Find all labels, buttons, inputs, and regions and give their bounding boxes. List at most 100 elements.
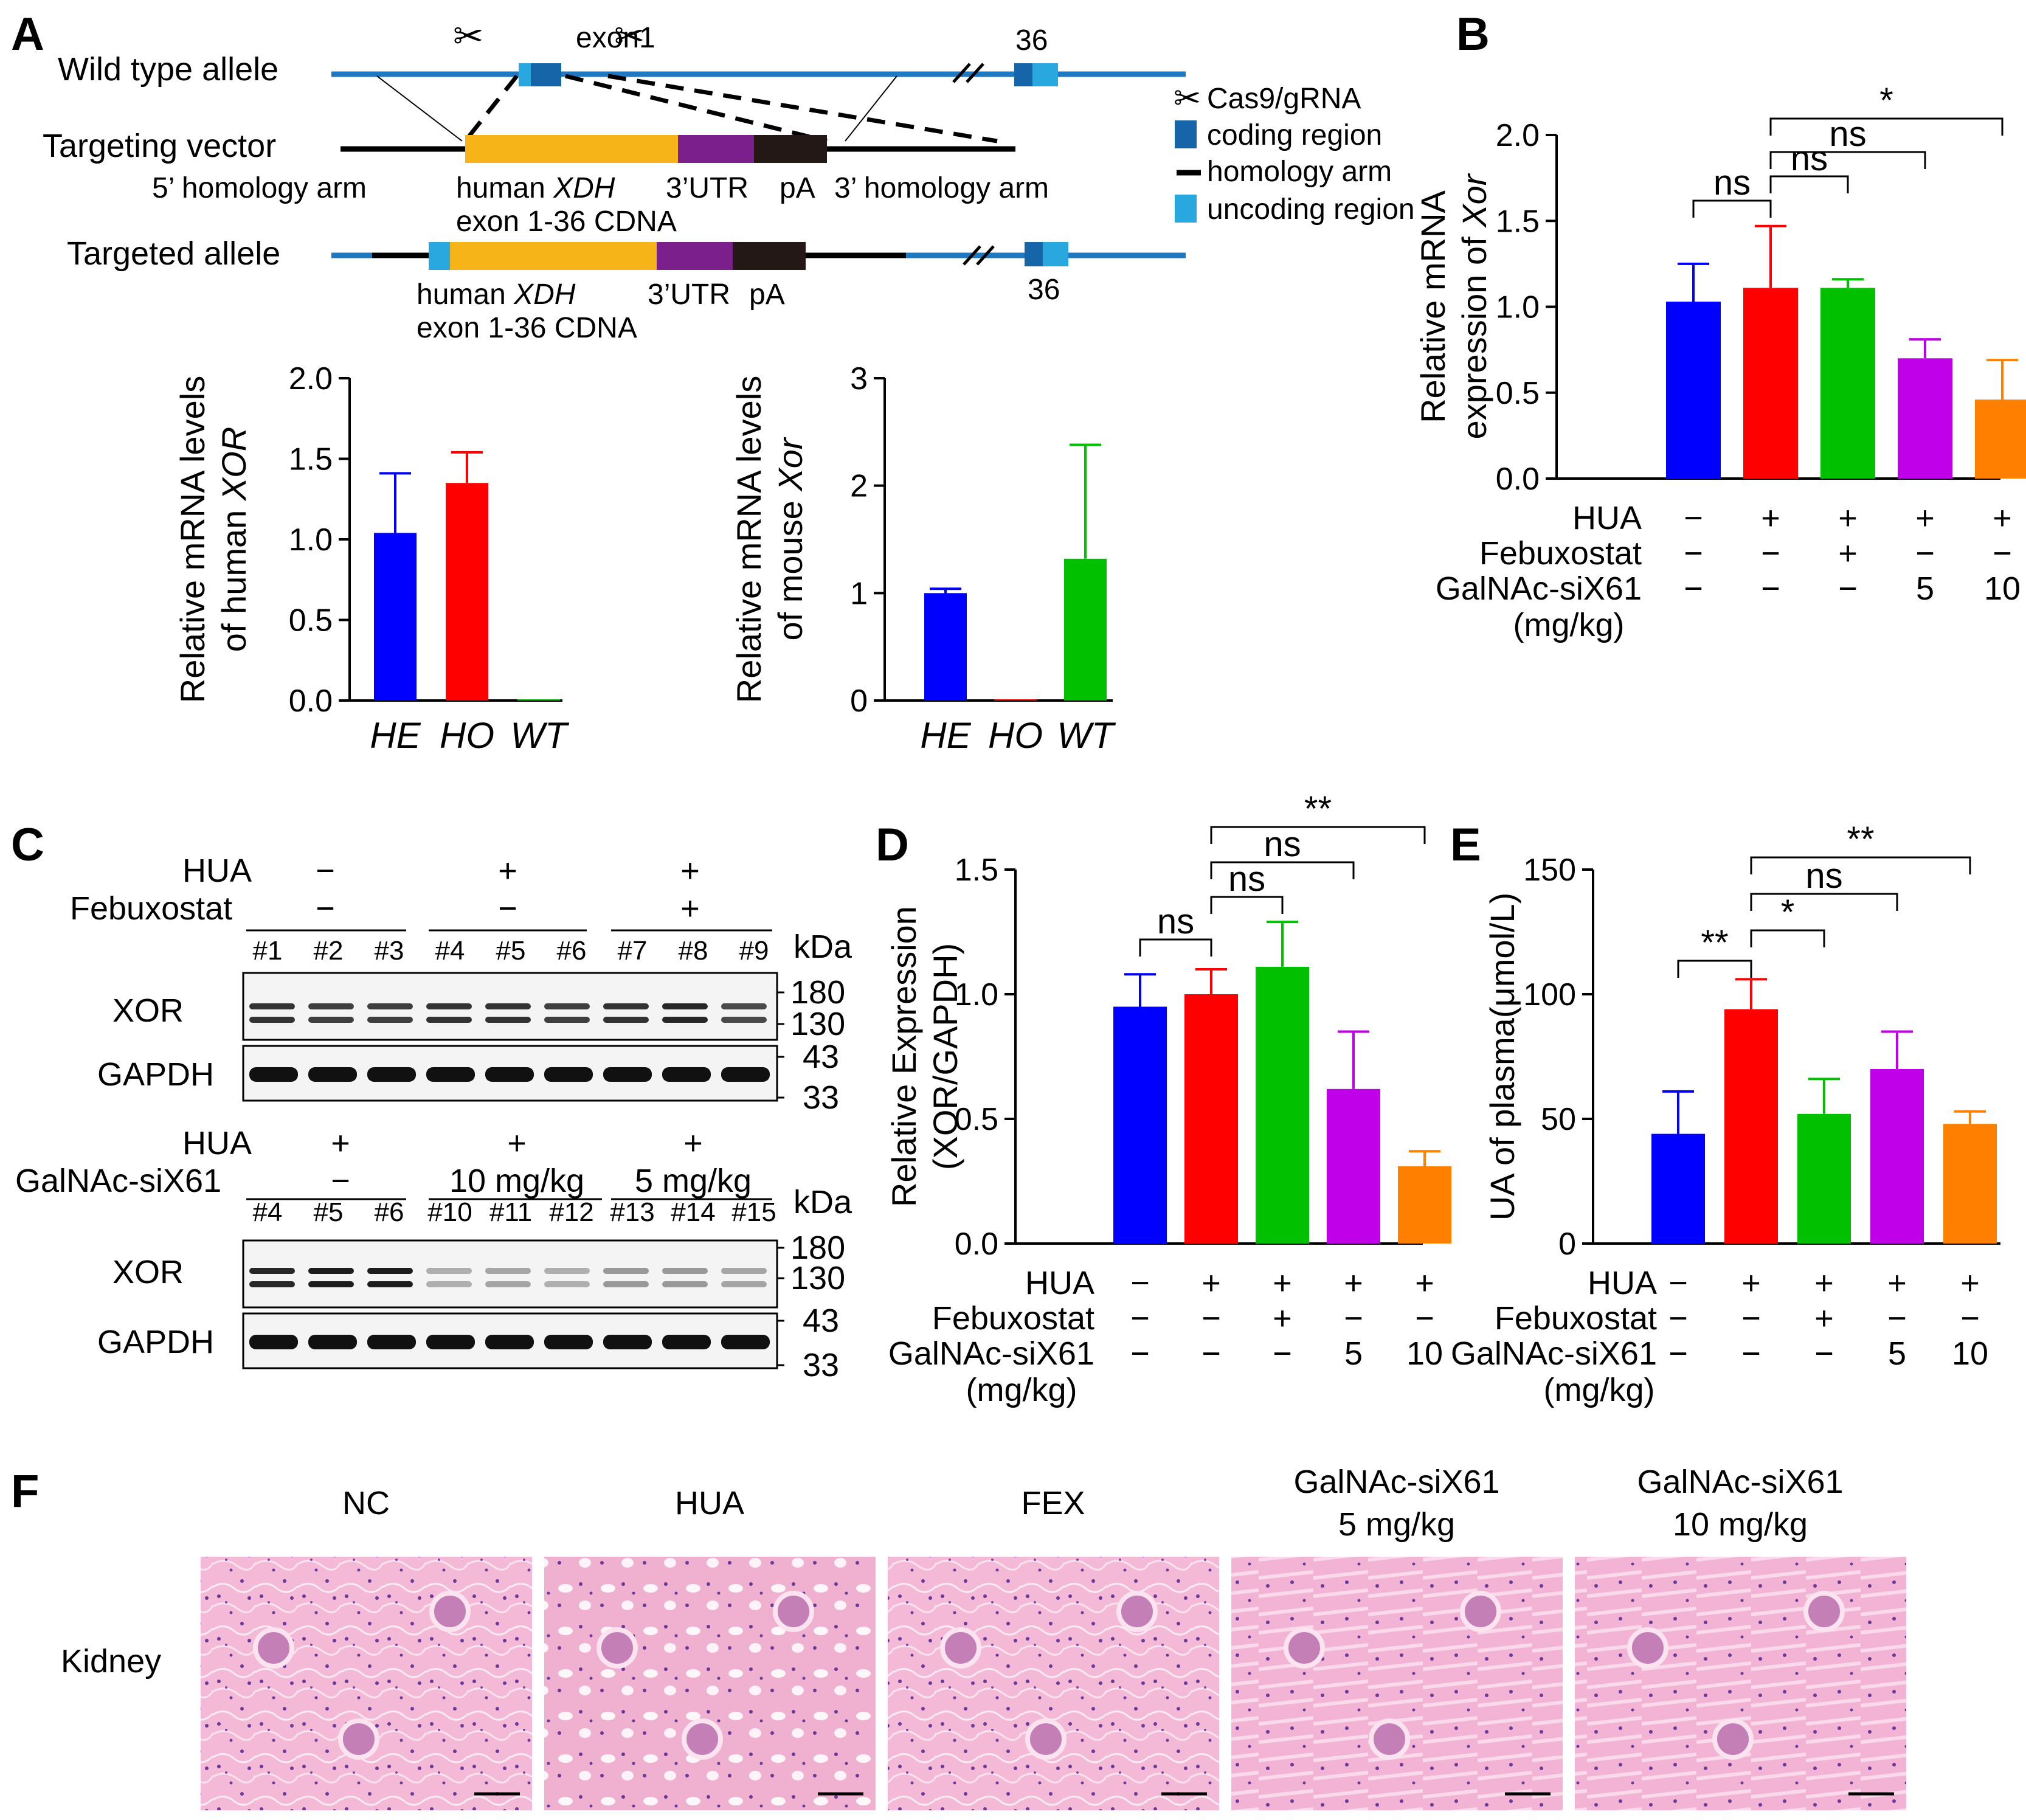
gapdh-band	[485, 1335, 534, 1349]
blot1-hua-label: HUA	[182, 853, 252, 889]
bar	[1064, 558, 1107, 701]
lane-label: #12	[549, 1197, 593, 1227]
y-tick-label: 0	[850, 683, 868, 719]
panel-letter-f: F	[11, 1465, 39, 1517]
blot1-hua-val: −	[316, 853, 335, 889]
legend-coding: coding region	[1207, 119, 1382, 151]
kidney-row-label: Kidney	[61, 1643, 161, 1680]
blot1-m43: 43	[803, 1039, 839, 1075]
bar	[517, 699, 560, 701]
significance-label: *	[1879, 81, 1893, 120]
xor-band	[544, 1281, 590, 1287]
treatment-row-label: Febuxostat	[1495, 1300, 1657, 1337]
gapdh-band	[249, 1067, 298, 1082]
blot1-m33: 33	[803, 1079, 839, 1116]
treatment-value: −	[1201, 1300, 1221, 1337]
treatment-row-label: HUA	[1572, 500, 1642, 536]
xor-band	[485, 1017, 531, 1023]
y-tick-label: 1	[850, 576, 868, 611]
panel-letter-c: C	[11, 819, 44, 871]
treatment-value: −	[1130, 1265, 1150, 1301]
gapdh-band	[721, 1335, 770, 1349]
panel-a-diagram: A Wild type allele exon1 36 ✂ ✂ Targetin…	[11, 9, 1415, 344]
treatment-value: −	[1684, 535, 1703, 572]
blot1-xor-label: XOR	[112, 992, 184, 1029]
y-tick-label: 0.0	[955, 1227, 998, 1262]
x-category-label: HE	[370, 715, 421, 756]
x-category-label: HO	[440, 715, 494, 756]
legend-uncoding: uncoding region	[1207, 193, 1415, 226]
x-category-label: HO	[988, 715, 1043, 756]
treatment-value: −	[1814, 1335, 1834, 1372]
significance-bracket	[1769, 117, 2004, 136]
kidney-section-image	[544, 1557, 876, 1810]
xor-band	[485, 1268, 531, 1274]
treatment-value: +	[1993, 500, 2012, 536]
glomerulus	[682, 1718, 723, 1760]
lane-label: #6	[557, 936, 587, 966]
x-category-label: WT	[1057, 715, 1116, 756]
gapdh-band	[308, 1335, 357, 1349]
gapdh-band	[603, 1335, 652, 1349]
blot1-feb-val: −	[498, 890, 517, 927]
blot2-m180: 180	[790, 1230, 845, 1266]
xor-band	[367, 1017, 413, 1023]
bar	[1797, 1113, 1851, 1244]
bar	[924, 593, 967, 701]
treatment-value: −	[1684, 500, 1703, 536]
glomerulus	[1712, 1718, 1754, 1760]
y-tick-label: 1.0	[1496, 290, 1540, 325]
significance-bracket	[1210, 826, 1426, 844]
y-tick-label: 150	[1523, 853, 1576, 888]
significance-label: ns	[1829, 114, 1866, 154]
bar	[1327, 1088, 1380, 1244]
gapdh-band	[544, 1335, 593, 1349]
treatment-value: +	[1201, 1265, 1221, 1301]
kidney-section-image	[201, 1557, 532, 1810]
blot2-m33: 33	[803, 1347, 839, 1383]
blot1-m180: 180	[790, 974, 845, 1011]
cdna-targeted-label: exon 1-36 CDNA	[417, 312, 637, 344]
panel-letter-a: A	[11, 9, 44, 60]
targeted-allele-label: Targeted allele	[67, 235, 280, 272]
bar	[1743, 288, 1798, 479]
xor-band	[603, 1017, 649, 1023]
significance-label: ns	[1791, 139, 1828, 178]
xor-band	[249, 1017, 295, 1023]
dose-unit: (mg/kg)	[966, 1372, 1077, 1408]
glomerulus	[1369, 1718, 1410, 1760]
glomerulus	[1025, 1718, 1067, 1760]
bar	[446, 483, 488, 701]
y-tick-label: 0.5	[955, 1102, 998, 1137]
y-tick-label: 1.5	[955, 853, 998, 888]
xor-band	[249, 1281, 295, 1287]
dose-unit: (mg/kg)	[1513, 607, 1624, 643]
y-tick-label: 0.5	[1496, 376, 1540, 411]
gapdh-band	[544, 1067, 593, 1082]
histology-header: HUA	[675, 1485, 744, 1521]
homology3-label: 3’ homology arm	[834, 172, 1049, 204]
dose-unit: (mg/kg)	[1543, 1372, 1654, 1408]
treatment-row-label: HUA	[1025, 1265, 1094, 1301]
xor-band	[426, 1003, 472, 1009]
gapdh-band	[367, 1067, 416, 1082]
gapdh-band	[603, 1067, 652, 1082]
y-tick-label: 2	[850, 469, 868, 504]
lane-label: #14	[671, 1197, 715, 1227]
glomerulus	[338, 1718, 379, 1760]
y-tick-label: 1.0	[955, 977, 998, 1012]
bar	[1870, 1069, 1924, 1244]
significance-bracket	[1769, 175, 1849, 193]
human-xdh-label: human XDH	[456, 172, 615, 204]
xor-band	[721, 1017, 767, 1023]
xor-band	[544, 1017, 590, 1023]
glomerulus	[253, 1627, 294, 1669]
treatment-value: +	[1838, 535, 1858, 572]
significance-label: **	[1847, 820, 1874, 859]
lane-label: #11	[489, 1197, 532, 1227]
glomerulus	[940, 1627, 981, 1669]
blot1-m130: 130	[790, 1006, 845, 1042]
y-axis-label: Relative mRNAexpression of Xor	[1414, 173, 1493, 439]
y-tick-label: 2.0	[1496, 118, 1540, 153]
